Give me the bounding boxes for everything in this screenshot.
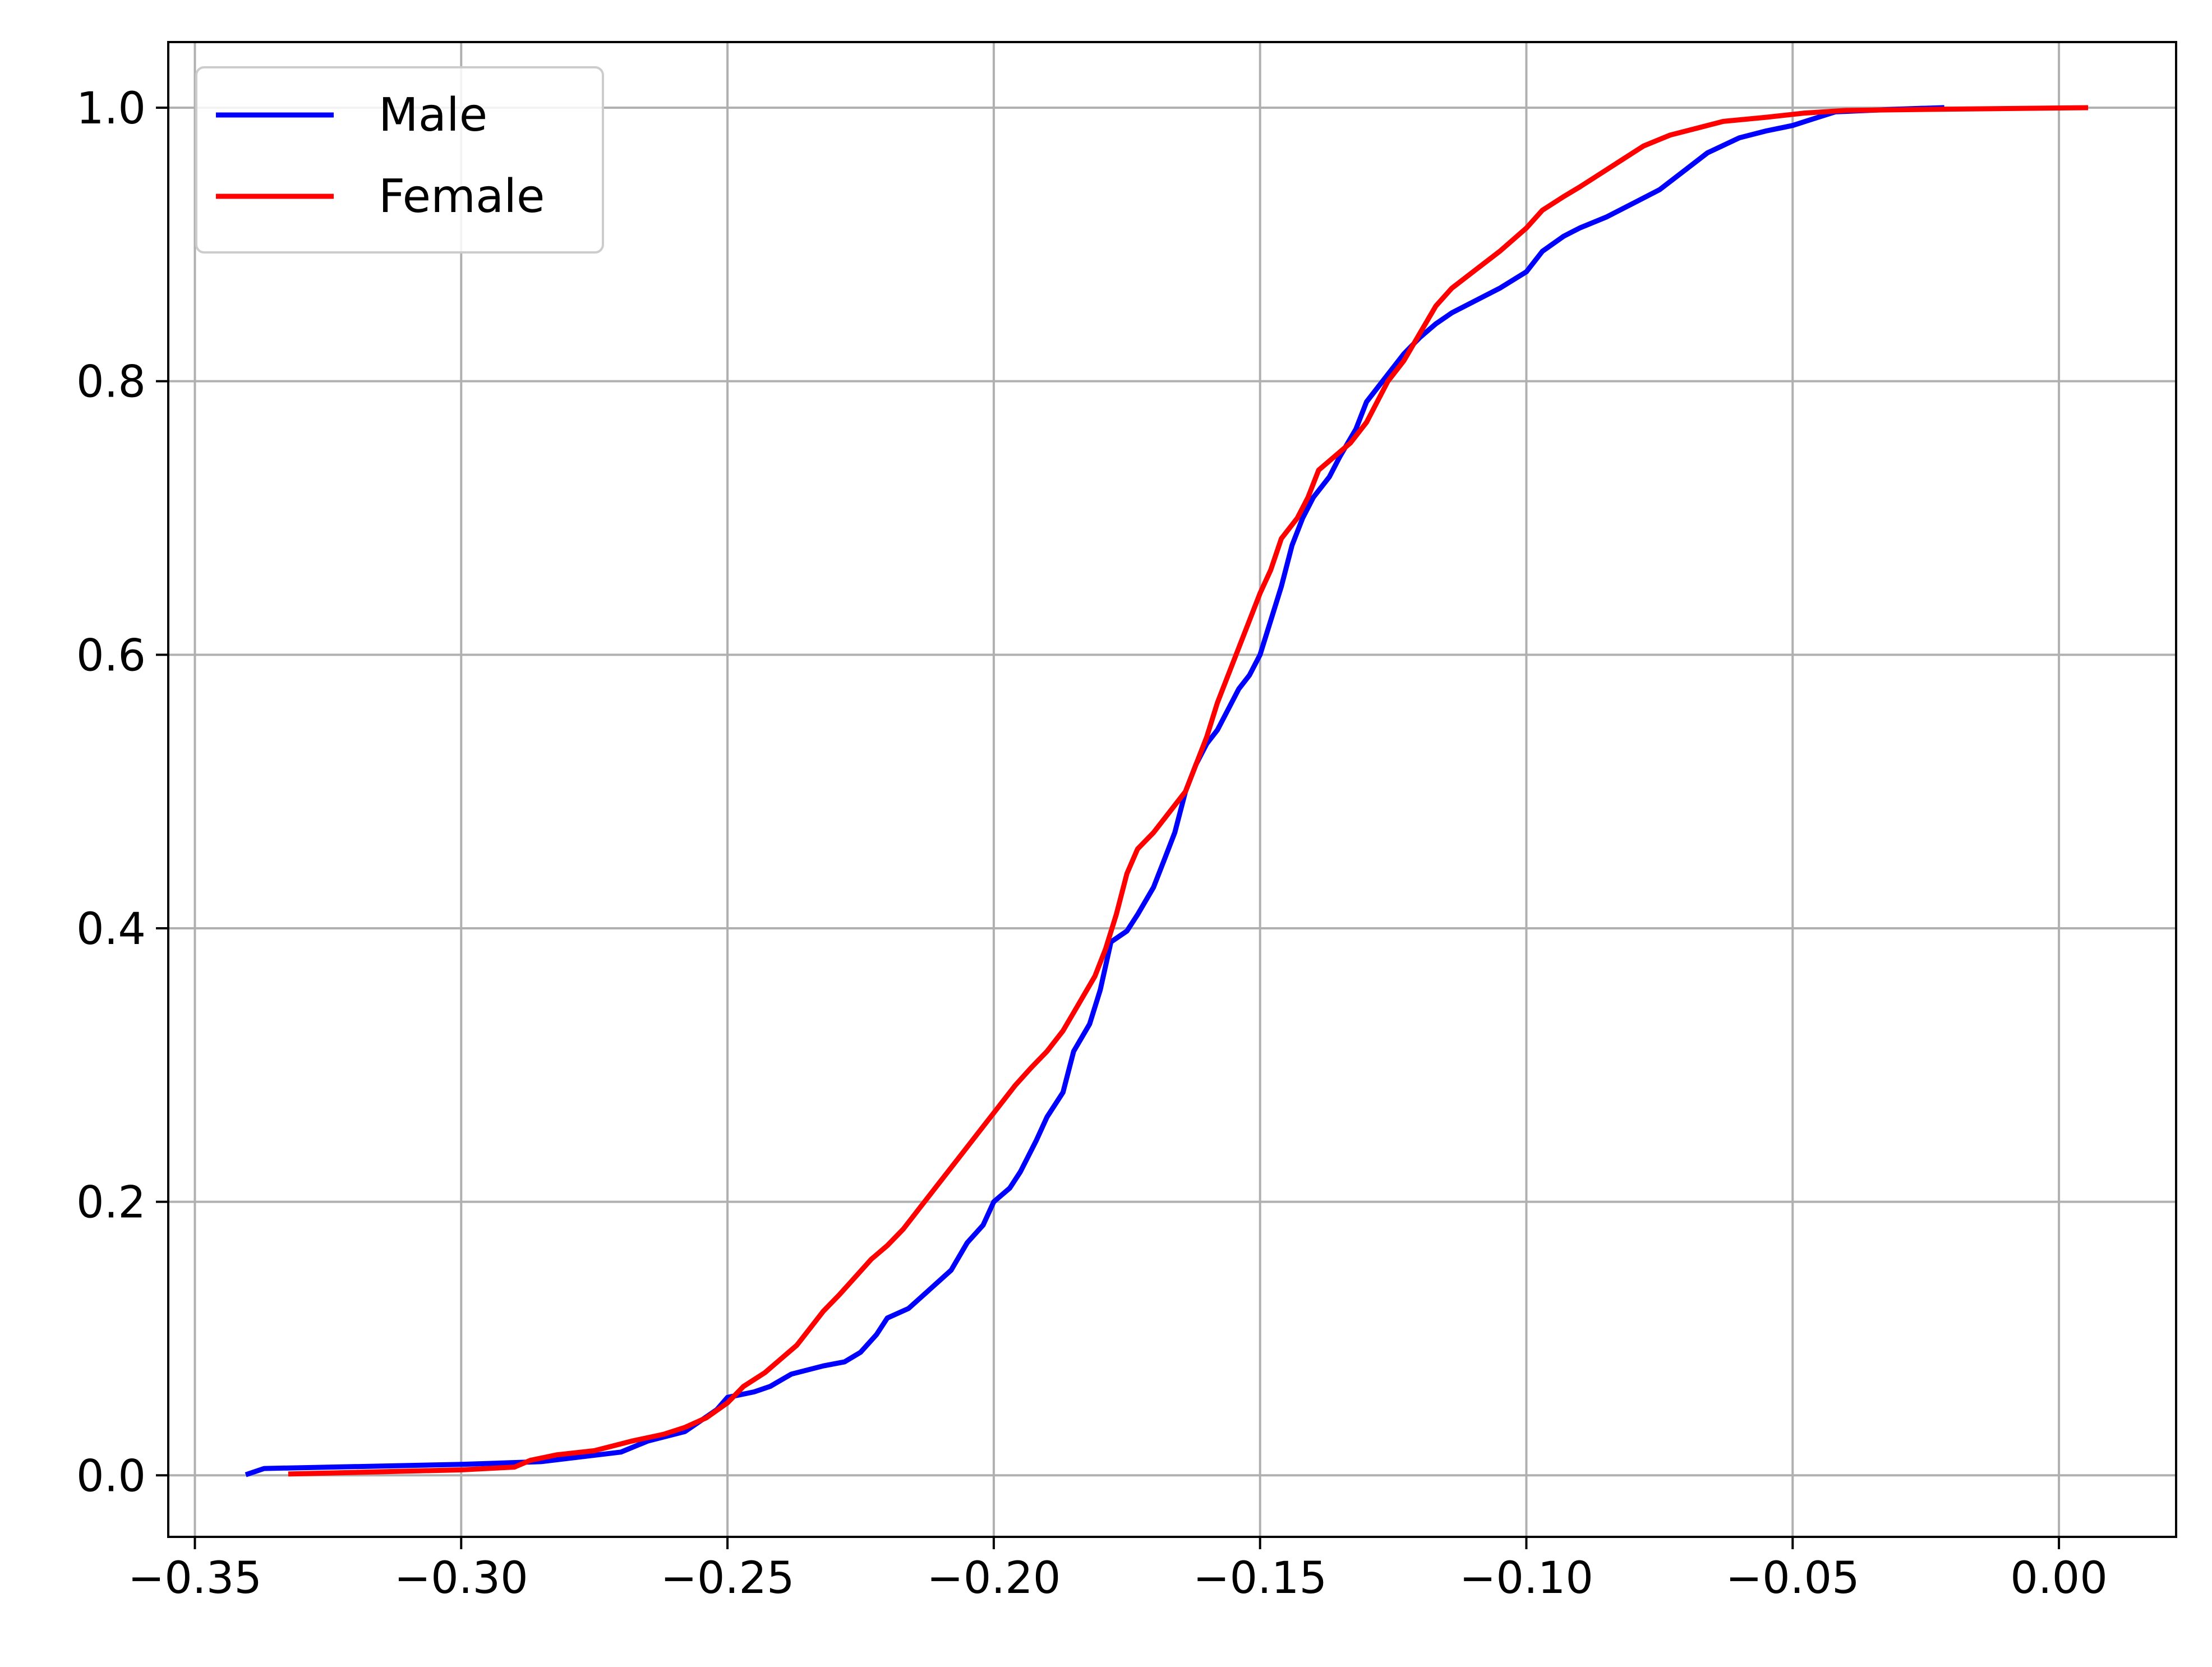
- x-tick-label: −0.30: [394, 1553, 528, 1604]
- y-tick-label: 0.6: [76, 630, 146, 681]
- y-tick-label: 1.0: [76, 84, 146, 134]
- y-axis: 0.0 0.2 0.4 0.6 0.8 1.0: [76, 84, 168, 1502]
- legend-label-female: Female: [379, 170, 545, 223]
- x-tick-label: −0.35: [128, 1553, 262, 1604]
- x-tick-label: −0.05: [1726, 1553, 1860, 1604]
- series-layer: [245, 105, 2089, 1477]
- x-tick-label: −0.10: [1459, 1553, 1593, 1604]
- series-line-female: [288, 105, 2089, 1477]
- y-tick-label: 0.8: [76, 357, 146, 408]
- x-tick-label: −0.20: [927, 1553, 1061, 1604]
- grid-lines: [168, 42, 2176, 1537]
- y-tick-label: 0.0: [76, 1451, 146, 1502]
- plot-frame: [167, 41, 2177, 1538]
- legend-label-male: Male: [379, 89, 487, 142]
- x-tick-label: 0.00: [2010, 1553, 2108, 1604]
- y-tick-label: 0.4: [76, 904, 146, 955]
- x-axis: −0.35 −0.30 −0.25 −0.20 −0.15 −0.10 −0.05 0.00: [128, 1537, 2108, 1604]
- legend: Male Female: [195, 66, 604, 254]
- x-tick-label: −0.25: [661, 1553, 795, 1604]
- y-tick-label: 0.2: [76, 1178, 146, 1228]
- x-tick-label: −0.15: [1193, 1553, 1327, 1604]
